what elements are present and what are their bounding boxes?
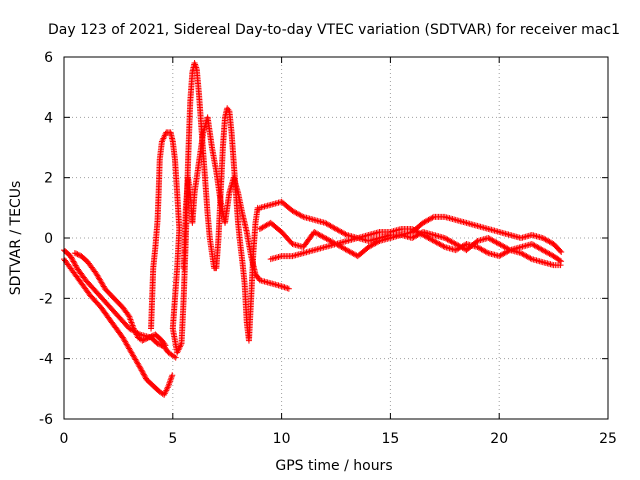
data-point bbox=[281, 284, 288, 291]
data-point bbox=[71, 259, 78, 266]
data-point bbox=[138, 367, 145, 374]
x-tick-label: 20 bbox=[490, 431, 508, 447]
series-track-c bbox=[71, 250, 169, 349]
data-point bbox=[148, 333, 155, 340]
data-point bbox=[147, 333, 154, 340]
data-point bbox=[157, 341, 164, 348]
data-point bbox=[154, 340, 161, 347]
data-point bbox=[278, 283, 285, 290]
data-point bbox=[140, 370, 147, 377]
data-point bbox=[280, 283, 287, 290]
data-point bbox=[141, 372, 148, 379]
data-point bbox=[172, 354, 179, 361]
data-point bbox=[74, 251, 81, 258]
data-point bbox=[139, 368, 146, 375]
data-point bbox=[73, 250, 80, 257]
data-point bbox=[169, 372, 176, 379]
data-point bbox=[70, 258, 77, 265]
data-point bbox=[557, 247, 564, 254]
y-tick-label: 2 bbox=[44, 171, 53, 187]
data-point bbox=[161, 341, 168, 348]
data-point bbox=[483, 249, 490, 256]
data-point bbox=[162, 342, 169, 349]
data-point bbox=[285, 285, 292, 292]
series-tail-lower bbox=[267, 225, 564, 269]
data-point bbox=[67, 253, 74, 260]
data-point bbox=[284, 285, 291, 292]
axis-ticks bbox=[63, 56, 609, 420]
data-point bbox=[141, 336, 148, 343]
x-tick-label: 15 bbox=[381, 431, 399, 447]
data-point bbox=[75, 251, 82, 258]
series-track-b bbox=[61, 256, 176, 398]
data-point bbox=[68, 254, 75, 261]
x-axis-label: GPS time / hours bbox=[275, 458, 392, 474]
data-point bbox=[558, 248, 565, 255]
data-point bbox=[299, 213, 305, 220]
data-point bbox=[140, 336, 147, 343]
data-point bbox=[71, 250, 78, 257]
data-point bbox=[440, 243, 447, 250]
data-point bbox=[527, 255, 534, 262]
data-point bbox=[171, 353, 178, 360]
data-point bbox=[125, 312, 132, 319]
x-tick-label: 0 bbox=[60, 431, 69, 447]
grid bbox=[64, 57, 608, 419]
y-tick-label: -6 bbox=[39, 412, 53, 428]
data-point bbox=[137, 364, 144, 371]
data-point bbox=[72, 262, 79, 269]
data-point bbox=[342, 231, 349, 238]
data-point bbox=[429, 214, 436, 221]
y-tick-label: -2 bbox=[39, 291, 53, 307]
data-point bbox=[155, 341, 162, 348]
data-point bbox=[69, 257, 76, 264]
y-tick-label: 4 bbox=[44, 110, 53, 126]
x-tick-label: 25 bbox=[599, 431, 617, 447]
data-point bbox=[142, 374, 149, 381]
data-point bbox=[143, 335, 150, 342]
data-point bbox=[139, 337, 146, 344]
x-tick-label: 10 bbox=[273, 431, 291, 447]
data-point bbox=[282, 284, 289, 291]
data-point bbox=[557, 262, 564, 269]
data-point bbox=[137, 366, 144, 373]
y-axis-label: SDTVAR / TECUs bbox=[8, 181, 24, 296]
y-tick-label: -4 bbox=[39, 352, 53, 368]
data-point bbox=[71, 261, 78, 268]
data-point bbox=[556, 257, 563, 264]
chart-title: Day 123 of 2021, Sidereal Day-to-day VTE… bbox=[48, 22, 620, 38]
tick-labels: 0 5 10 15 20 25 -6 -4 -2 0 2 4 6 bbox=[39, 50, 617, 447]
data-point bbox=[144, 335, 151, 342]
y-tick-label: 6 bbox=[44, 50, 53, 66]
series-spike-secondary bbox=[180, 114, 292, 292]
data-point bbox=[68, 255, 75, 262]
x-tick-label: 5 bbox=[168, 431, 177, 447]
data-point bbox=[140, 371, 147, 378]
data-points bbox=[61, 60, 565, 398]
y-tick-label: 0 bbox=[44, 231, 53, 247]
data-point bbox=[145, 334, 152, 341]
data-point bbox=[375, 238, 382, 245]
